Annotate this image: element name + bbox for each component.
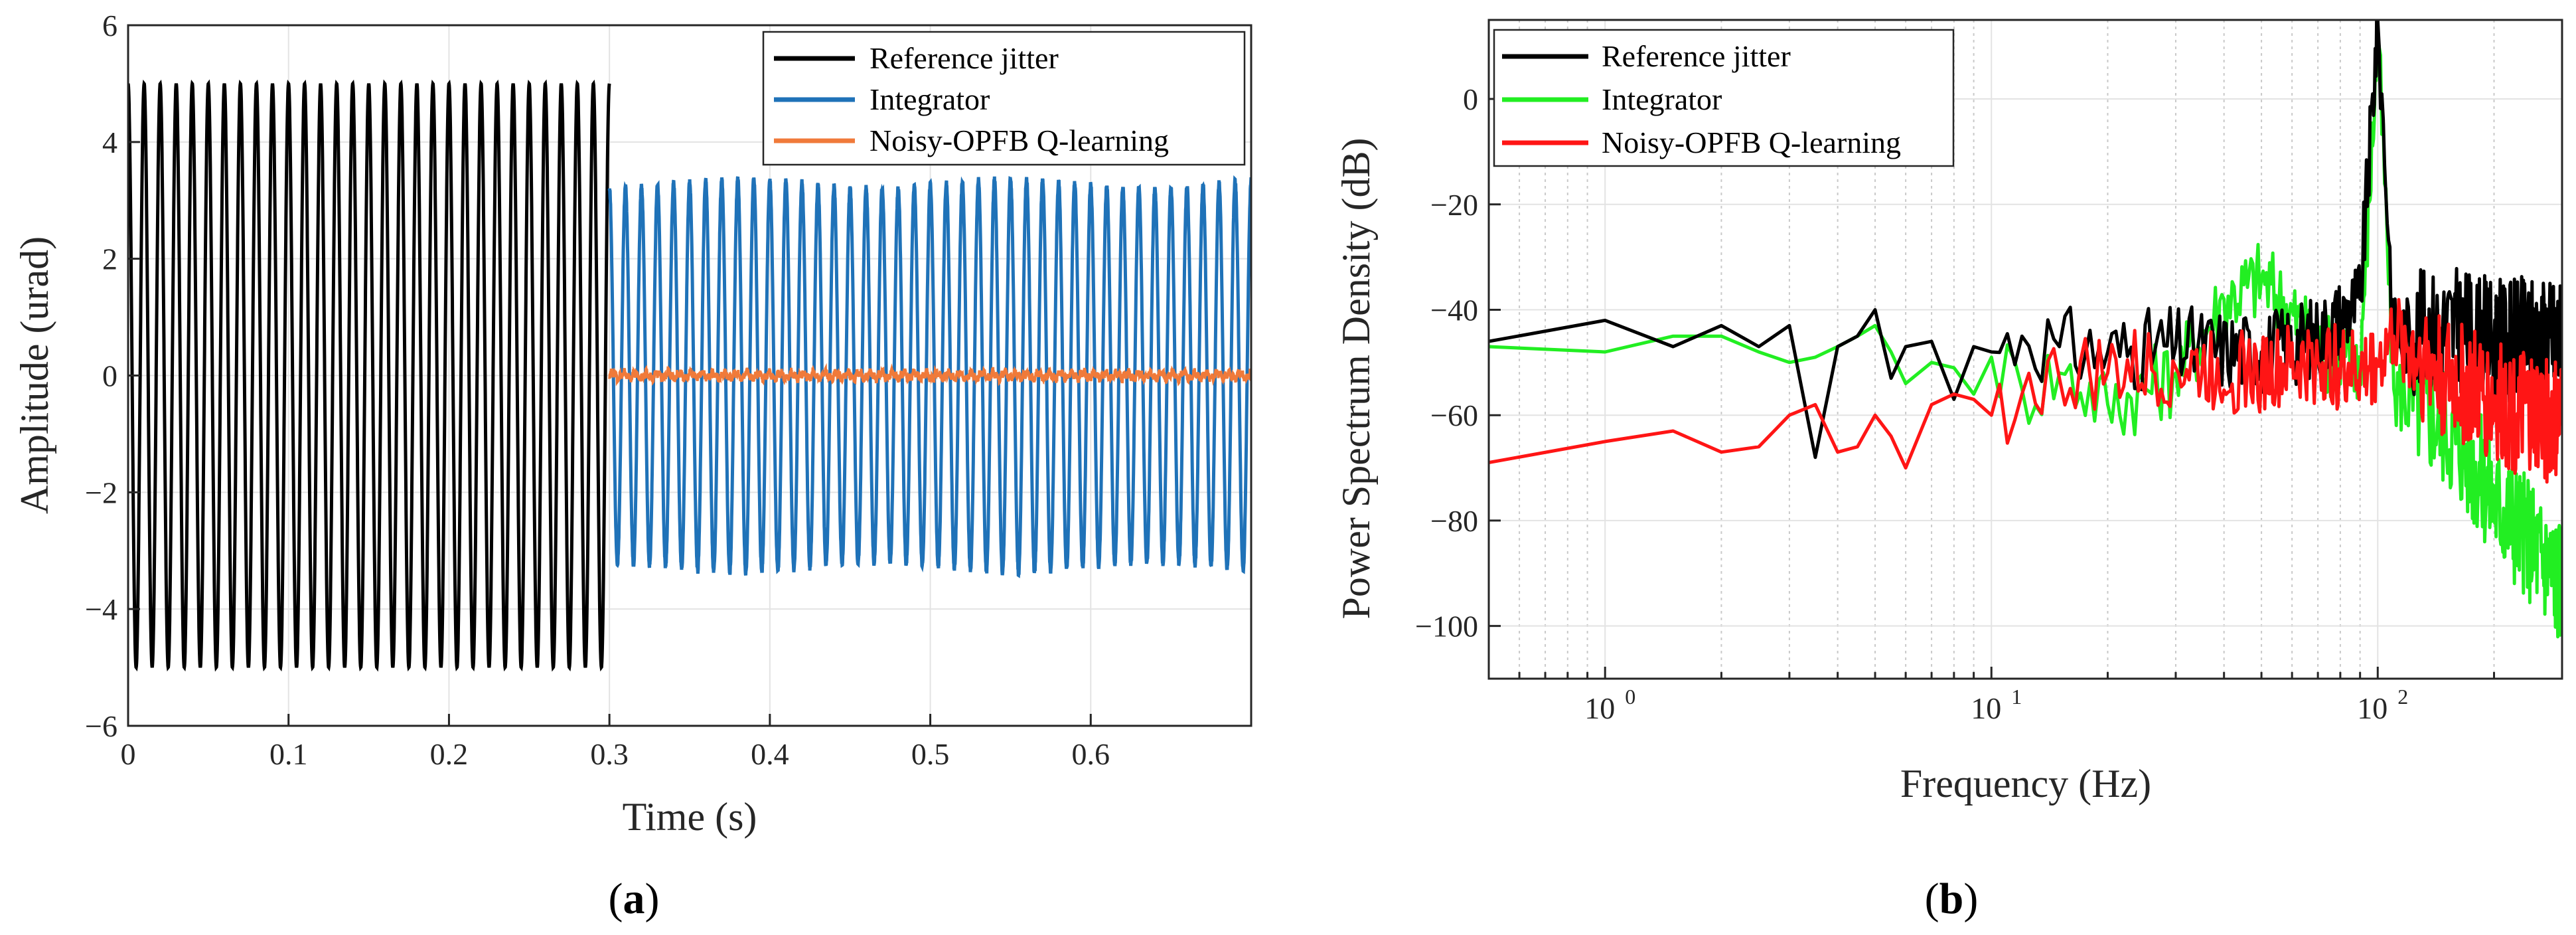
x-tick-label: 10 xyxy=(1971,691,2001,725)
x-tick-label: 0.6 xyxy=(1072,737,1110,771)
chart-panel-a: 0 0.1 0.2 0.3 0.4 0.5 0.6 −6 −4 −2 0 2 4 6 Time (s) A… xyxy=(13,9,1252,923)
y-tick-label: 0 xyxy=(102,359,117,393)
series-line-noisy-opfb-q-learning xyxy=(608,363,1251,386)
x-tick-exponent: 0 xyxy=(1625,685,1635,709)
y-tick-label: −4 xyxy=(85,592,117,626)
x-tick-label: 0.3 xyxy=(590,737,629,771)
legend-label-b-integrator: Integrator xyxy=(1602,82,1722,116)
x-tick-label: 0.4 xyxy=(751,737,789,771)
panel-caption-a: (a) xyxy=(609,875,660,923)
y-tick-label: −6 xyxy=(85,709,117,743)
y-tick-label: 0 xyxy=(1463,82,1478,116)
x-tick-label: 10 xyxy=(2357,691,2387,725)
x-tick-label: 0 xyxy=(121,737,136,771)
y-tick-label: −80 xyxy=(1430,504,1478,538)
chart-panel-b: 10 0 10 1 10 2 −100 −80 −60 −40 −20 0 Frequency (Hz… xyxy=(1334,19,2563,923)
series-line-integrator xyxy=(607,175,1251,578)
legend-label-b-noisy-opfb: Noisy-OPFB Q-learning xyxy=(1602,126,1901,159)
legend-b: Reference jitter Integrator Noisy-OPFB Q… xyxy=(1493,29,1955,167)
x-tick-label: 0.2 xyxy=(430,737,469,771)
panel-caption-b-letter: b xyxy=(1939,875,1964,923)
x-tick-label: 0.1 xyxy=(269,737,308,771)
y-tick-label: 6 xyxy=(102,9,117,42)
legend-label-integrator: Integrator xyxy=(870,82,990,116)
panel-caption-a-letter: a xyxy=(623,875,645,923)
legend-a: Reference jitter Integrator Noisy-OPFB Q… xyxy=(762,31,1246,166)
x-tick-label: 10 xyxy=(1584,691,1615,725)
series-line-noisy-opfb-q-learning xyxy=(1489,298,2562,484)
ticks-a: 0 0.1 0.2 0.3 0.4 0.5 0.6 −6 −4 −2 0 2 4 6 xyxy=(85,9,1110,771)
y-tick-label: −60 xyxy=(1430,398,1478,432)
series-line-reference-jitter xyxy=(128,79,611,672)
y-tick-label: −20 xyxy=(1430,188,1478,222)
y-tick-label: −2 xyxy=(85,475,117,509)
legend-label-b-reference-jitter: Reference jitter xyxy=(1602,39,1791,73)
legend-label-reference-jitter: Reference jitter xyxy=(870,41,1059,75)
x-tick-exponent: 1 xyxy=(2011,685,2022,709)
y-axis-label-a: Amplitude (urad) xyxy=(13,236,56,514)
y-tick-label: −100 xyxy=(1415,610,1478,643)
x-axis-label-b: Frequency (Hz) xyxy=(1900,762,2151,806)
legend-label-noisy-opfb: Noisy-OPFB Q-learning xyxy=(870,124,1169,157)
panel-caption-b: (b) xyxy=(1925,875,1979,923)
y-axis-label-b: Power Spectrum Density (dB) xyxy=(1334,138,1378,620)
ticks-b: 10 0 10 1 10 2 −100 −80 −60 −40 −20 0 xyxy=(1415,82,2496,725)
axes-frame-b xyxy=(1487,19,2563,680)
y-tick-label: −40 xyxy=(1430,293,1478,327)
y-tick-label: 2 xyxy=(102,242,117,276)
y-tick-label: 4 xyxy=(102,126,117,159)
series-group-a xyxy=(128,79,1251,672)
x-tick-exponent: 2 xyxy=(2397,685,2408,709)
x-axis-label-a: Time (s) xyxy=(623,795,757,839)
series-group-b xyxy=(1489,20,2562,639)
x-tick-label: 0.5 xyxy=(911,737,950,771)
